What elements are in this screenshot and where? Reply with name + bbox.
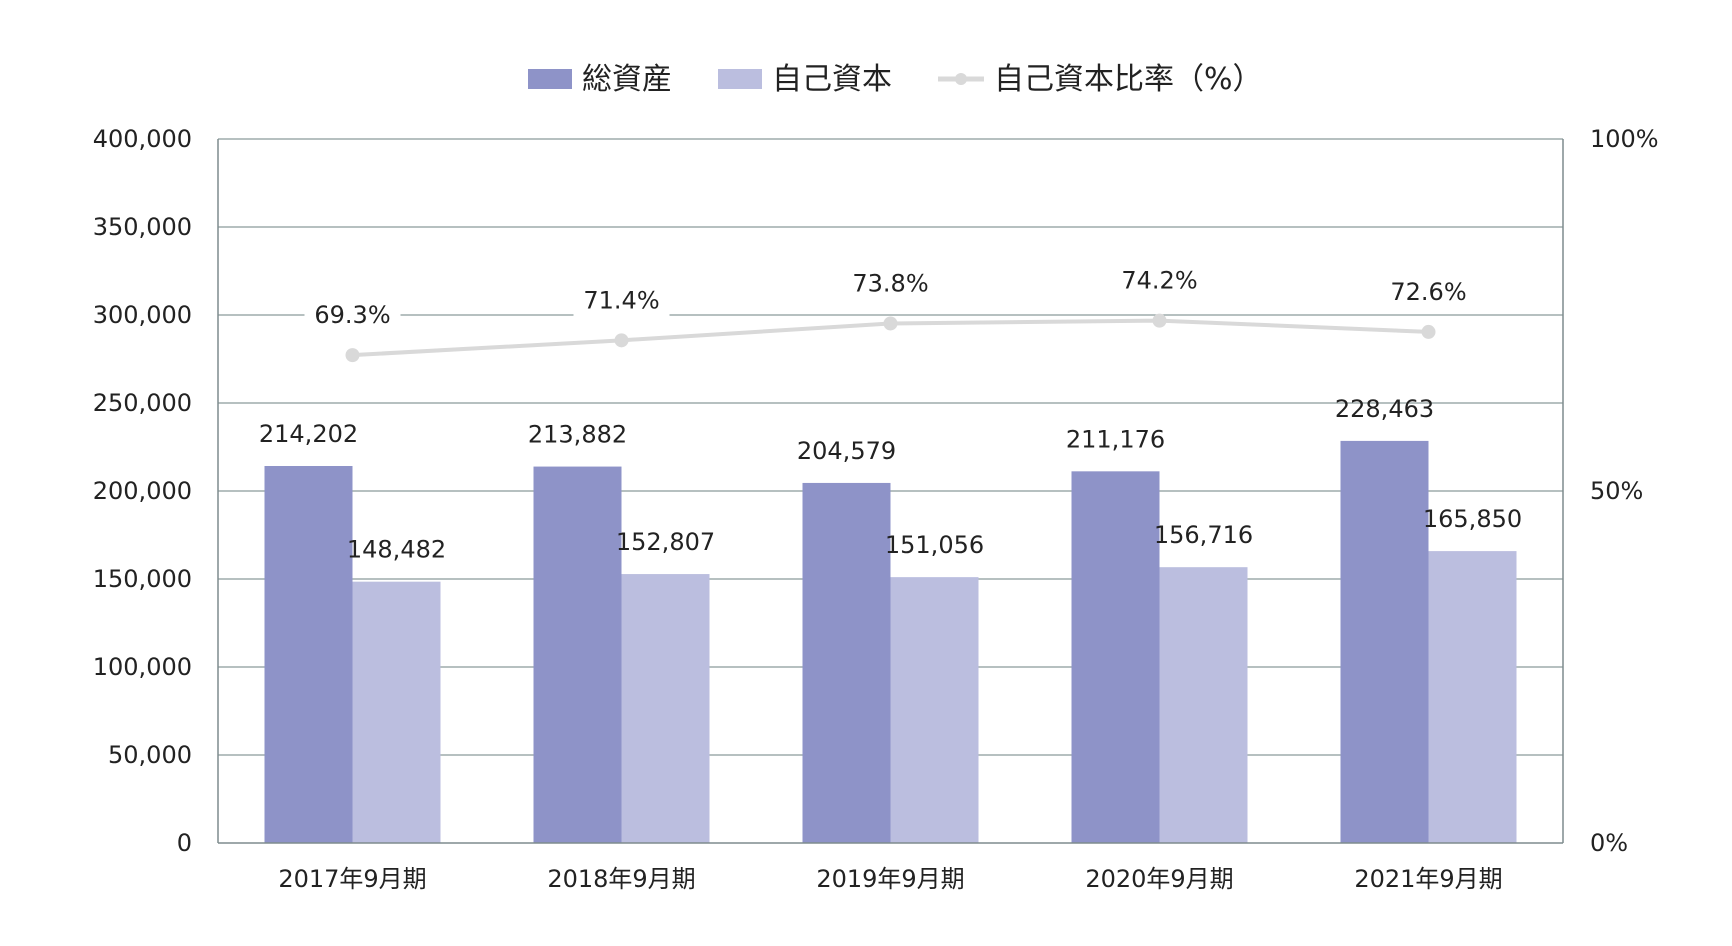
y-tick-label: 400,000 <box>93 125 192 153</box>
data-label-equity: 152,807 <box>616 528 715 556</box>
y2-tick-label: 50% <box>1590 477 1643 505</box>
data-label-equity: 156,716 <box>1154 521 1253 549</box>
x-category-label: 2019年9月期 <box>816 865 964 893</box>
data-label-total-assets: 211,176 <box>1066 425 1165 453</box>
legend-swatch-total-assets <box>528 69 572 89</box>
bars <box>264 440 1517 843</box>
data-label-total-assets: 228,463 <box>1335 395 1434 423</box>
y-tick-label: 300,000 <box>93 301 192 329</box>
x-category-label: 2017年9月期 <box>278 865 426 893</box>
y-tick-label: 100,000 <box>93 653 192 681</box>
y-tick-label: 250,000 <box>93 389 192 417</box>
bar-equity <box>1428 551 1517 843</box>
data-label-background <box>842 267 939 300</box>
data-label-total-assets: 214,202 <box>259 420 358 448</box>
data-label-equity-ratio: 69.3% <box>314 301 390 329</box>
bar-equity <box>890 577 979 843</box>
bar-total-assets <box>1340 440 1429 843</box>
equity-ratio-point <box>1152 313 1167 328</box>
legend-label-equity-ratio: 自己資本比率（%） <box>994 62 1263 97</box>
x-category-label: 2021年9月期 <box>1354 865 1502 893</box>
data-label-equity: 165,850 <box>1423 505 1522 533</box>
y2-tick-label: 100% <box>1590 125 1659 153</box>
y2-tick-label: 0% <box>1590 829 1628 857</box>
bar-total-assets <box>1071 471 1160 843</box>
data-label-total-assets: 204,579 <box>797 437 896 465</box>
bar-equity <box>352 581 441 843</box>
y-tick-label: 150,000 <box>93 565 192 593</box>
y-tick-label: 200,000 <box>93 477 192 505</box>
axes <box>217 139 1564 844</box>
data-label-equity-ratio: 73.8% <box>852 269 928 297</box>
bar-total-assets <box>533 466 622 843</box>
data-label-equity: 151,056 <box>885 531 984 559</box>
bar-total-assets <box>264 466 353 843</box>
data-label-equity-ratio: 74.2% <box>1121 267 1197 295</box>
data-label-background <box>1111 264 1208 297</box>
equity-ratio-point <box>345 348 360 363</box>
data-label-equity: 148,482 <box>347 536 446 564</box>
equity-ratio-point <box>614 333 629 348</box>
bar-total-assets <box>802 482 891 843</box>
data-label-background <box>573 284 670 317</box>
legend: 総資産 自己資本 自己資本比率（%） <box>528 62 1263 97</box>
x-category-label: 2018年9月期 <box>547 865 695 893</box>
equity-ratio-point <box>883 316 898 331</box>
legend-label-total-assets: 総資産 <box>582 62 672 97</box>
data-label-equity-ratio: 71.4% <box>583 286 659 314</box>
bar-equity <box>1159 567 1248 843</box>
data-label-background <box>1380 275 1477 308</box>
equity-ratio-line-series <box>345 313 1436 363</box>
y-axis-right-ticks: 0% 50% 100% <box>1590 125 1659 857</box>
y-tick-label: 0 <box>177 829 192 857</box>
x-axis-category-labels: 2017年9月期 2018年9月期 2019年9月期 2020年9月期 2021年9月期 <box>278 865 1502 893</box>
legend-label-equity: 自己資本 <box>772 62 892 97</box>
y-tick-label: 350,000 <box>93 213 192 241</box>
equity-ratio-point <box>1421 324 1436 339</box>
data-label-total-assets: 213,882 <box>528 421 627 449</box>
data-label-equity-ratio: 72.6% <box>1390 278 1466 306</box>
legend-swatch-equity <box>718 69 762 89</box>
bar-equity <box>621 574 710 843</box>
y-tick-label: 50,000 <box>108 741 192 769</box>
y-axis-left-ticks: 0 50,000 100,000 150,000 200,000 250,000 300,0… <box>93 125 192 857</box>
legend-swatch-equity-ratio-marker <box>955 73 967 85</box>
data-label-background <box>304 299 401 332</box>
x-category-label: 2020年9月期 <box>1085 865 1233 893</box>
data-labels: 214,202 213,882 204,579 211,176 228,463 148,4… <box>259 264 1522 564</box>
